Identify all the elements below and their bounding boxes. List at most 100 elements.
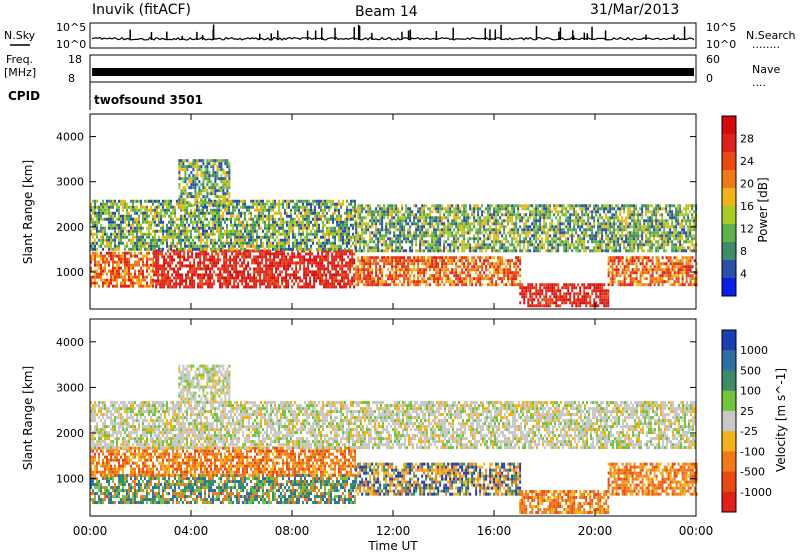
data-cell xyxy=(493,228,496,232)
data-cell xyxy=(126,205,128,209)
data-cell xyxy=(348,214,350,218)
data-cell xyxy=(104,217,106,221)
data-cell xyxy=(385,246,388,250)
data-cell xyxy=(431,274,434,278)
data-cell xyxy=(535,304,538,308)
data-cell xyxy=(449,222,452,226)
data-cell xyxy=(513,283,516,287)
data-cell xyxy=(395,277,398,281)
data-cell xyxy=(191,270,194,274)
data-cell xyxy=(211,273,214,277)
data-cell xyxy=(381,283,384,287)
data-cell xyxy=(385,231,388,235)
data-cell xyxy=(230,244,232,248)
data-cell xyxy=(687,265,690,269)
data-cell xyxy=(197,276,200,280)
data-cell xyxy=(485,259,488,263)
data-cell xyxy=(295,261,298,265)
data-cell xyxy=(297,252,300,256)
data-cell xyxy=(194,244,196,248)
data-cell xyxy=(208,235,210,239)
data-cell xyxy=(351,279,354,283)
data-cell xyxy=(235,279,238,283)
data-cell xyxy=(403,259,406,263)
data-cell xyxy=(445,262,448,266)
data-cell xyxy=(248,223,250,227)
data-cell xyxy=(463,222,466,226)
data-cell xyxy=(611,256,614,260)
data-cell xyxy=(659,274,662,278)
data-cell xyxy=(338,223,340,227)
data-cell xyxy=(525,286,528,290)
data-cell xyxy=(167,282,170,286)
data-cell xyxy=(348,247,350,251)
data-cell xyxy=(281,276,284,280)
data-cell xyxy=(124,263,126,267)
data-cell xyxy=(270,214,272,218)
data-cell xyxy=(433,246,436,250)
data-cell xyxy=(237,249,240,253)
data-cell xyxy=(497,204,500,208)
data-cell xyxy=(175,279,178,283)
data-cell xyxy=(455,219,458,223)
data-cell xyxy=(369,274,372,278)
data-cell xyxy=(297,261,300,265)
data-cell xyxy=(449,262,452,266)
data-cell xyxy=(265,264,268,268)
data-cell xyxy=(375,271,378,275)
data-cell xyxy=(102,241,104,245)
data-cell xyxy=(657,280,660,284)
data-cell xyxy=(407,240,410,244)
data-cell xyxy=(242,244,244,248)
data-cell xyxy=(159,267,162,271)
data-cell xyxy=(226,226,228,230)
data-cell xyxy=(169,282,172,286)
data-cell xyxy=(209,282,212,286)
data-cell xyxy=(383,204,386,208)
data-cell xyxy=(225,258,228,262)
data-cell xyxy=(98,205,100,209)
data-cell xyxy=(499,268,502,272)
data-cell xyxy=(146,266,148,270)
data-cell xyxy=(393,271,396,275)
data-cell xyxy=(431,265,434,269)
data-cell xyxy=(171,267,174,271)
data-cell xyxy=(306,214,308,218)
data-cell xyxy=(244,235,246,239)
data-cell xyxy=(407,259,410,263)
data-cell xyxy=(274,205,276,209)
data-cell xyxy=(255,270,258,274)
data-cell xyxy=(108,226,110,230)
data-cell xyxy=(128,220,130,224)
data-cell xyxy=(305,276,308,280)
data-cell xyxy=(346,205,348,209)
data-cell xyxy=(167,261,170,265)
data-cell xyxy=(507,277,510,281)
data-cell xyxy=(311,252,314,256)
data-cell xyxy=(173,258,176,262)
data-cell xyxy=(667,274,670,278)
data-cell xyxy=(489,204,492,208)
data-cell xyxy=(303,261,306,265)
data-cell xyxy=(387,228,390,232)
data-cell xyxy=(320,199,322,203)
data-cell xyxy=(415,249,418,253)
data-cell xyxy=(387,259,390,263)
data-cell xyxy=(483,262,486,266)
data-cell xyxy=(389,210,392,214)
data-cell xyxy=(309,258,312,262)
data-cell xyxy=(252,205,254,209)
data-cell xyxy=(94,275,96,279)
data-cell xyxy=(180,235,182,239)
data-cell xyxy=(211,261,214,265)
data-cell xyxy=(439,283,442,287)
data-cell xyxy=(425,246,428,250)
data-cell xyxy=(234,235,236,239)
data-cell xyxy=(120,217,122,221)
data-cell xyxy=(106,211,108,215)
data-cell xyxy=(457,283,460,287)
data-cell xyxy=(289,264,292,268)
data-cell xyxy=(144,244,146,248)
data-cell xyxy=(623,268,626,272)
data-cell xyxy=(212,244,214,248)
